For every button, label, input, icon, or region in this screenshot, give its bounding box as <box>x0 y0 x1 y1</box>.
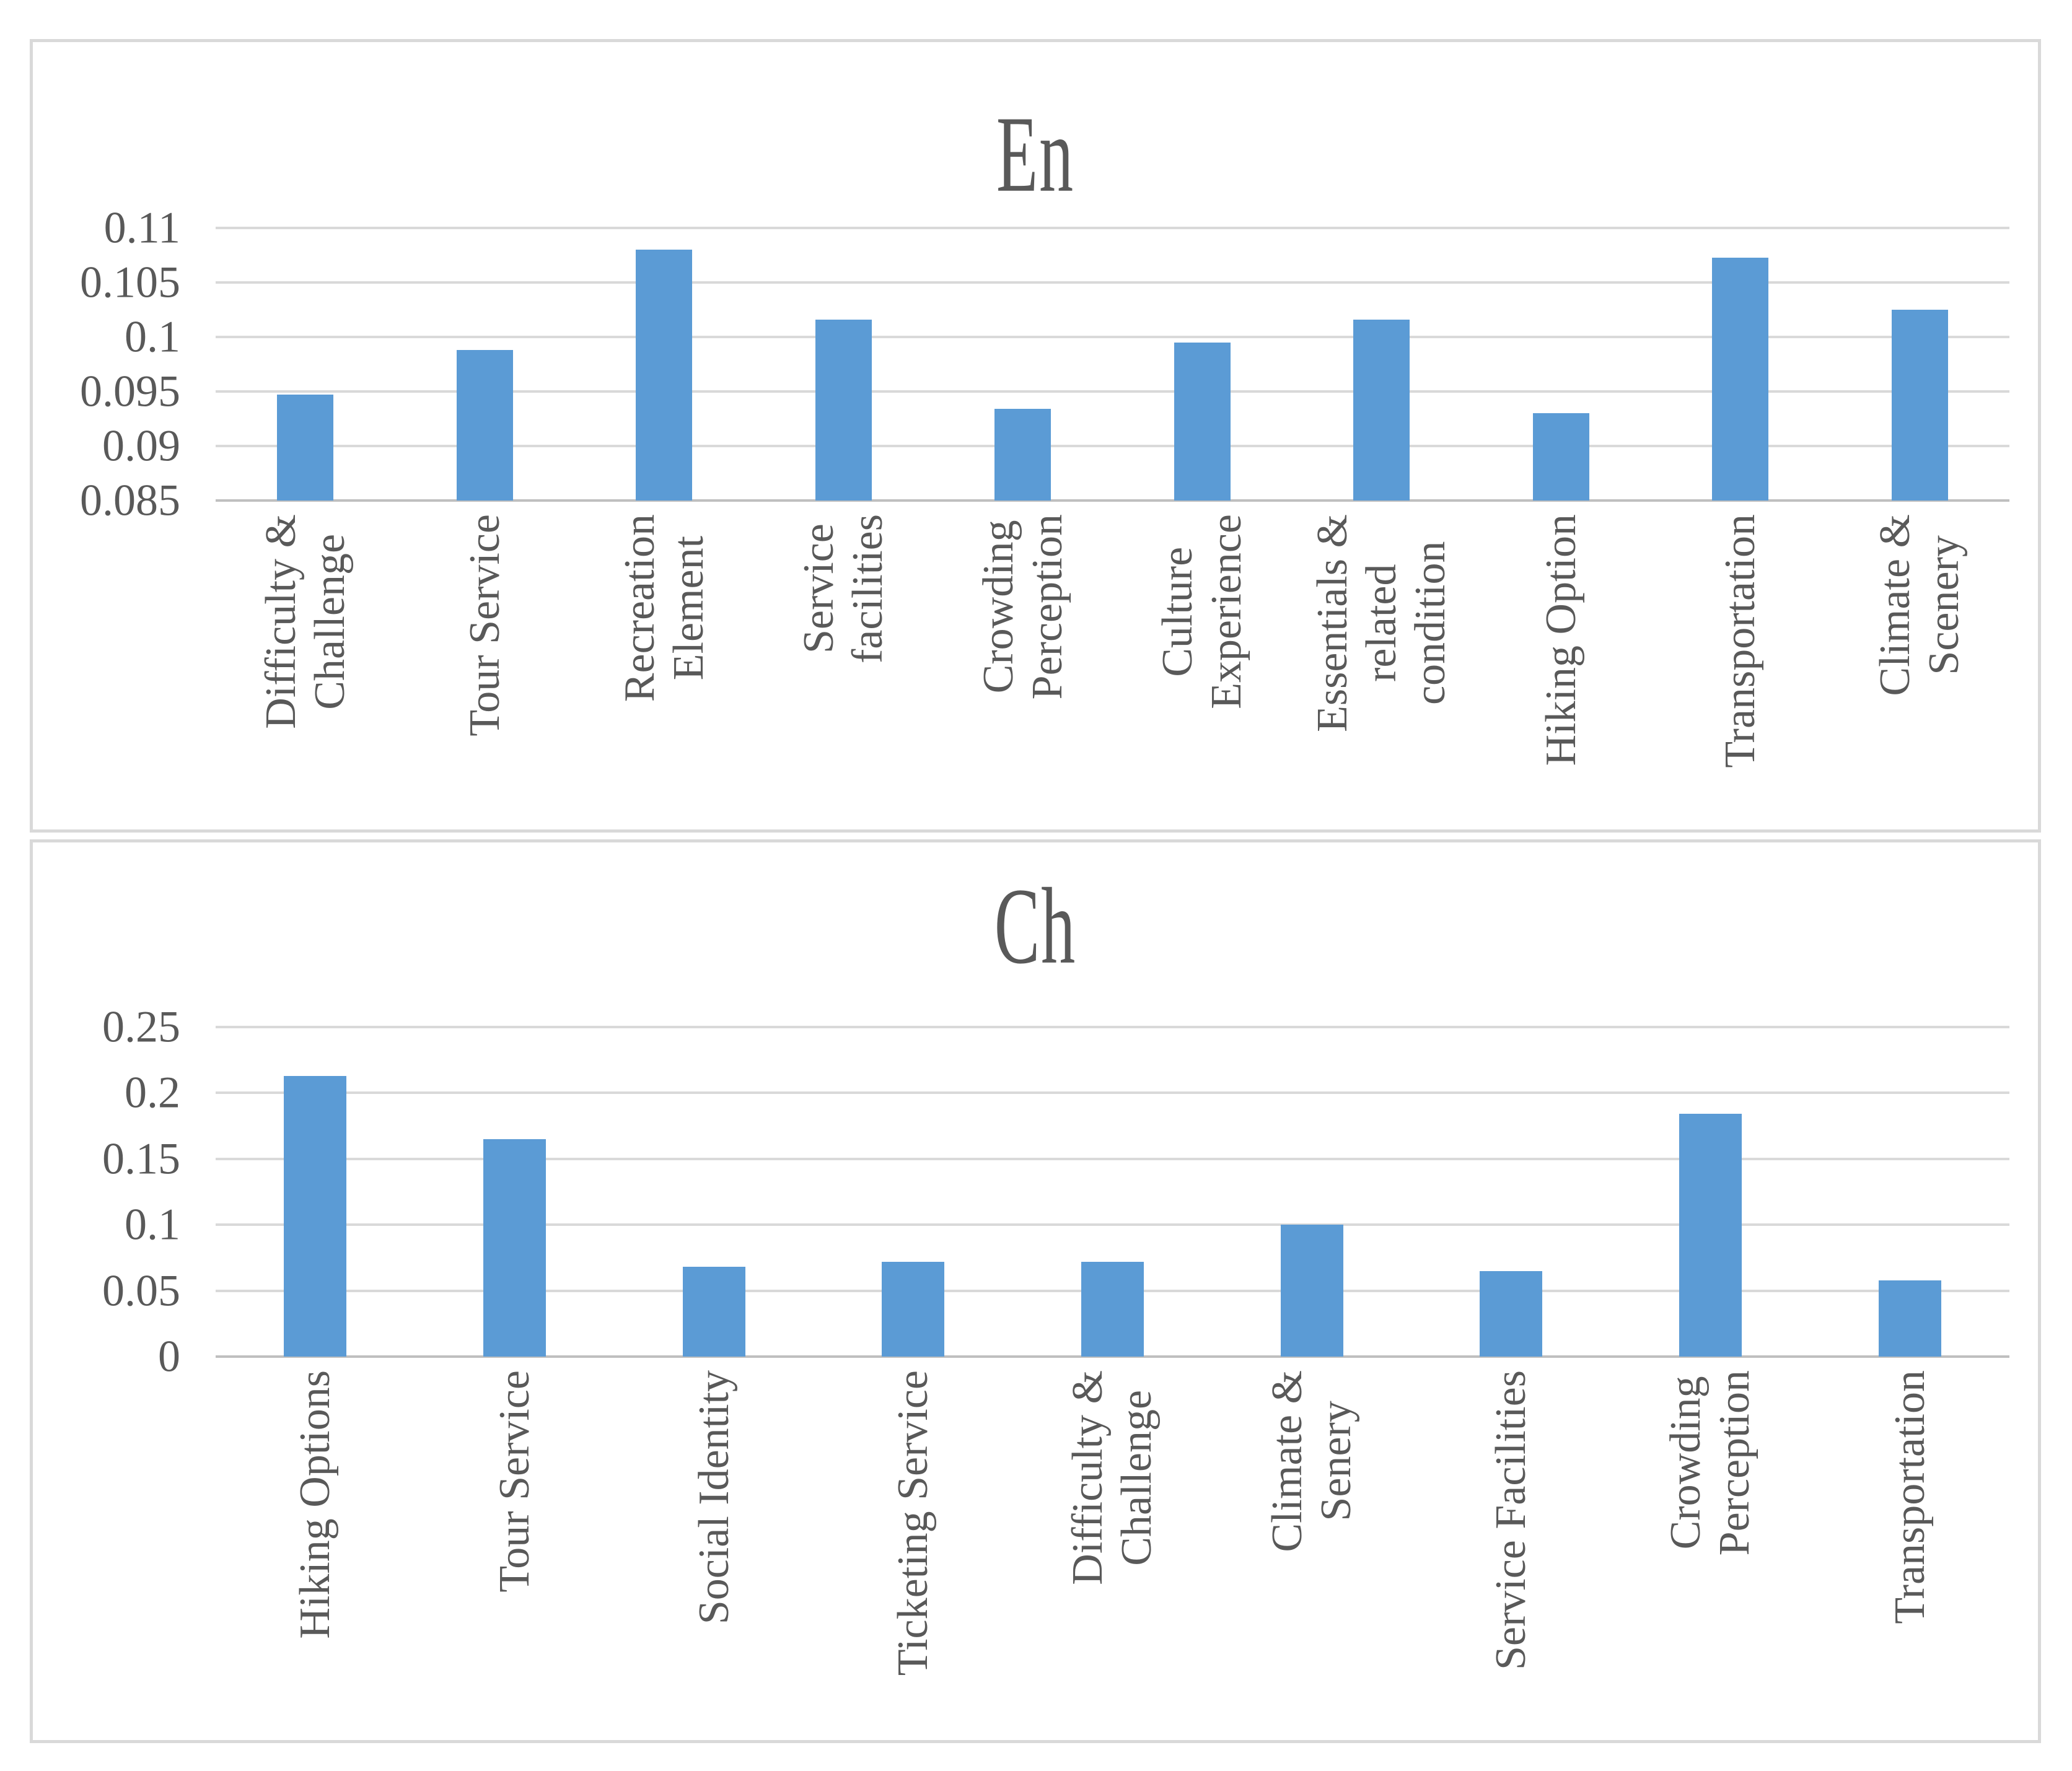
en-chart-panel: En 0.085 0.09 0.095 0.1 0.105 0.11 Difficulty … <box>30 39 2041 833</box>
y-tick-label: 0.15 <box>102 1134 180 1184</box>
gridline <box>216 1026 2009 1028</box>
bar <box>815 319 872 501</box>
ch-chart-title: Ch <box>994 865 1077 987</box>
gridline <box>216 1157 2009 1160</box>
y-tick-label: 0.1 <box>125 312 180 362</box>
category-label-text: Hiking Options <box>291 1370 340 1639</box>
category-label-text: Essentials & related condition <box>1309 514 1455 732</box>
bar <box>682 1267 745 1357</box>
category-label-text: Recreation Element <box>615 514 713 702</box>
category-label: Hiking Option <box>1472 514 1651 824</box>
gridline <box>216 1091 2009 1095</box>
category-label-text: Difficulty & Challenge <box>1064 1370 1161 1585</box>
category-label-text: Crowding Perception <box>1662 1370 1759 1556</box>
category-label-text: Tour Service <box>460 514 509 737</box>
category-label-text: Culture Experience <box>1154 514 1251 709</box>
ch-chart-panel: Ch 0 0.05 0.1 0.15 0.2 0.25 Hiking Options Tour… <box>30 839 2041 1743</box>
category-label: Essentials & related condition <box>1292 514 1472 824</box>
category-label: Climate & Scenery <box>1830 514 2010 824</box>
gridline <box>216 336 2009 338</box>
category-label-text: Service Facilities <box>1487 1370 1535 1671</box>
category-label: Ticketing Service <box>814 1370 1013 1729</box>
y-tick-label: 0.105 <box>80 257 180 307</box>
y-tick-label: 0.09 <box>102 421 180 471</box>
bar <box>882 1261 945 1357</box>
bar <box>636 250 693 501</box>
y-tick-label: 0.095 <box>80 366 180 416</box>
bar <box>284 1075 347 1357</box>
category-label-text: Transportation <box>1885 1370 1934 1624</box>
category-label-text: Transportation <box>1716 514 1765 768</box>
gridline <box>216 390 2009 393</box>
category-label: Difficulty & Challenge <box>1013 1370 1213 1729</box>
bar <box>456 350 513 501</box>
y-tick-label: 0.1 <box>125 1199 180 1249</box>
bar <box>277 395 334 501</box>
bar <box>483 1139 546 1357</box>
category-label-text: Crowding Perception <box>974 514 1071 700</box>
category-label: Recreation Element <box>574 514 754 824</box>
category-label: Tour Service <box>395 514 575 824</box>
gridline <box>216 1223 2009 1227</box>
category-label: Crowding Perception <box>1611 1370 1811 1729</box>
category-label-text: Service facilities <box>795 514 892 664</box>
category-label: Hiking Options <box>216 1370 415 1729</box>
bar <box>1174 342 1231 501</box>
y-tick-label: 0.25 <box>102 1002 180 1052</box>
category-label: Social Identity <box>614 1370 814 1729</box>
category-label: Service Facilities <box>1411 1370 1611 1729</box>
bar <box>1480 1270 1543 1357</box>
bar <box>1712 257 1769 501</box>
x-axis-line <box>216 499 2009 502</box>
y-tick-label: 0 <box>158 1331 180 1381</box>
category-label-text: Difficulty & Challenge <box>257 514 354 729</box>
bar <box>1679 1114 1742 1357</box>
category-label: Difficulty & Challenge <box>216 514 395 824</box>
category-label-text: Tour Service <box>490 1370 538 1593</box>
bar <box>994 409 1051 501</box>
y-tick-label: 0.05 <box>102 1266 180 1316</box>
bar <box>1878 1280 1941 1357</box>
category-label-text: Social Identity <box>690 1370 738 1625</box>
category-label: Tour Service <box>415 1370 615 1729</box>
bar <box>1891 310 1948 501</box>
category-label: Service facilities <box>754 514 934 824</box>
category-label-text: Climate & Scenery <box>1871 514 1969 696</box>
y-tick-label: 0.085 <box>80 475 180 525</box>
bar <box>1532 413 1589 501</box>
category-label: Transportation <box>1810 1370 2009 1729</box>
y-tick-label: 0.11 <box>103 203 180 253</box>
category-label: Culture Experience <box>1113 514 1293 824</box>
category-label: Crowding Perception <box>933 514 1113 824</box>
en-chart-title: En <box>996 94 1075 215</box>
category-label-text: Ticketing Service <box>889 1370 937 1676</box>
bar <box>1353 319 1410 501</box>
category-label-text: Hiking Option <box>1537 514 1585 766</box>
gridline <box>216 227 2009 229</box>
category-label: Transportation <box>1651 514 1830 824</box>
category-label-text: Climate & Senery <box>1263 1370 1361 1552</box>
category-label: Climate & Senery <box>1212 1370 1411 1729</box>
bar <box>1280 1225 1343 1357</box>
gridline <box>216 281 2009 284</box>
y-tick-label: 0.2 <box>125 1067 180 1117</box>
gridline <box>216 445 2009 447</box>
bar <box>1081 1261 1144 1357</box>
x-axis-line <box>216 1355 2009 1358</box>
ch-plot-area: 0 0.05 0.1 0.15 0.2 0.25 Hiking Options Tour Se… <box>102 1002 2009 1676</box>
en-plot-area: 0.085 0.09 0.095 0.1 0.105 0.11 Difficulty & C… <box>80 203 2009 768</box>
